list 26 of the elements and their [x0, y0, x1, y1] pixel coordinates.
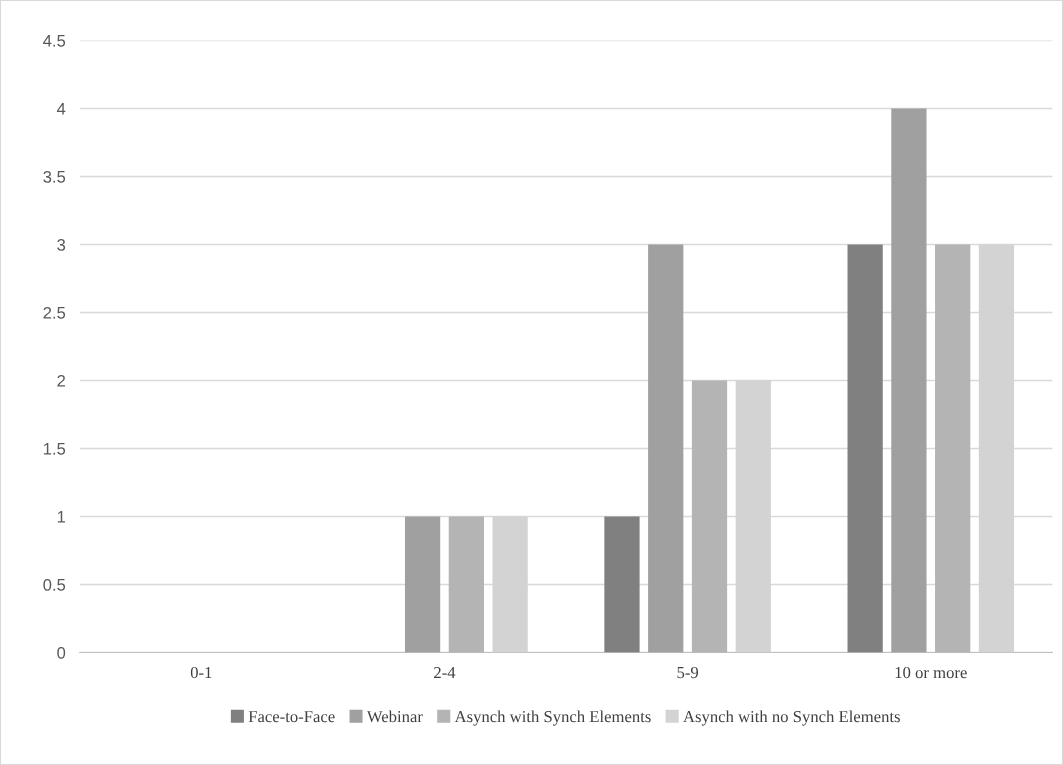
bar — [604, 516, 640, 653]
bar — [404, 516, 441, 653]
x-tick-label: 2-4 — [434, 666, 456, 678]
y-tick-label: 0 — [57, 646, 66, 659]
bar — [691, 380, 728, 653]
x-tick-label: 0-1 — [190, 666, 212, 679]
bar — [847, 244, 883, 653]
y-tick-label: 1.5 — [43, 443, 66, 455]
legend-label: Face-to-Face — [248, 711, 335, 723]
y-tick-label: 1 — [57, 511, 66, 523]
y-tick-label: 2.5 — [43, 306, 66, 319]
y-tick-label: 3 — [57, 238, 66, 251]
legend-label: Webinar — [366, 710, 423, 723]
y-tick-label: 3.5 — [43, 170, 66, 183]
bar — [935, 244, 971, 653]
legend-label: Asynch with Synch Elements — [454, 710, 651, 726]
legend-label: Asynch with no Synch Elements — [683, 710, 900, 726]
y-tick-label: 0.5 — [43, 578, 66, 591]
x-tick-label: 5-9 — [677, 666, 699, 679]
bar — [648, 244, 684, 653]
y-tick-label: 4 — [56, 103, 66, 115]
bar — [891, 108, 927, 653]
bar — [448, 516, 484, 653]
y-tick-label: 4.5 — [43, 35, 66, 47]
y-tick-label: 2 — [57, 374, 65, 387]
x-tick-label: 10 or more — [895, 666, 967, 679]
